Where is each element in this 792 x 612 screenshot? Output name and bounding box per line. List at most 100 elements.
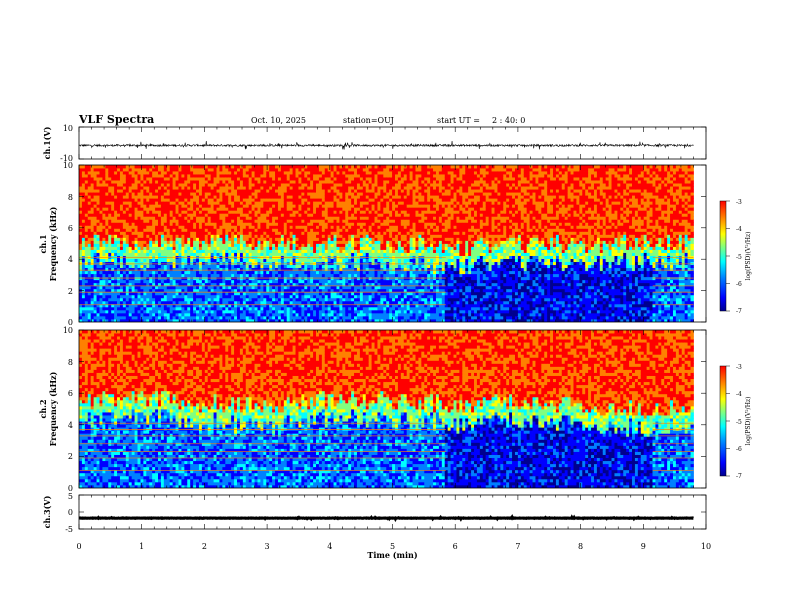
ch1-spectrogram-cell — [152, 165, 156, 169]
ch1-spectrogram-cell — [333, 285, 337, 290]
ch1-spectrogram-cell — [198, 192, 203, 196]
ch1-spectrogram-cell — [204, 258, 209, 263]
ch1-spectrogram-cell — [193, 264, 197, 269]
ch1-spectrogram-cell — [84, 288, 89, 293]
ch1-spectrogram-cell — [321, 201, 326, 205]
ch1-spectrogram-cell — [187, 234, 191, 238]
ch1-spectrogram-cell — [105, 303, 109, 308]
ch1-spectrogram-cell — [339, 168, 343, 172]
ch1-spectrogram-cell — [266, 171, 270, 175]
ch1-spectrogram-cell — [187, 192, 191, 196]
ch1-spectrogram-cell — [131, 252, 135, 256]
ch1-spectrogram-cell — [93, 282, 97, 287]
ch1-spectrogram-cell — [231, 303, 235, 308]
ch1-spectrogram-cell — [137, 249, 141, 253]
ch1-spectrogram-cell — [257, 207, 261, 211]
ch1-spectrogram-cell — [339, 306, 343, 311]
ch1-spectrogram-cell — [178, 171, 182, 175]
ch1-spectrogram-cell — [283, 198, 288, 202]
ch1-spectrogram-cell — [216, 282, 220, 287]
ch1-spectrogram-cell — [239, 204, 244, 208]
ch1-spectrogram-cell — [321, 279, 326, 284]
ch1-spectrogram-cell — [237, 261, 241, 266]
ch1-spectrogram-cell — [111, 189, 115, 193]
ch1-spectrogram-cell — [222, 258, 226, 263]
ch1-spectrogram-cell — [122, 258, 127, 263]
ch1-spectrogram-cell — [128, 306, 133, 311]
ch1-spectrogram-cell — [348, 168, 352, 172]
ch1-waveform-ylabel: ch.1(V) — [42, 126, 52, 159]
ch1-spectrogram-cell — [351, 228, 355, 232]
ch1-spectrogram-cell — [137, 207, 141, 211]
ch1-spectrogram-cell — [345, 213, 349, 217]
ch1-spectrogram-cell — [134, 180, 138, 184]
ch1-spectrogram-cell — [190, 198, 194, 202]
ch1-spectrogram-cell — [292, 198, 296, 202]
ch1-spectrogram-cell — [196, 303, 200, 308]
ch1-spectrogram-cell — [201, 285, 206, 290]
ch1-spectrogram-cell — [237, 243, 241, 247]
ch1-spectrogram-cell — [119, 315, 124, 320]
ch1-spectrogram-cell — [125, 228, 130, 232]
ch1-spectrogram-cell — [146, 165, 150, 169]
ch1-spectrogram-cell — [342, 216, 346, 220]
ch1-spectrogram-cell — [204, 309, 209, 314]
ch1-spectrogram-cell — [342, 174, 346, 178]
ch1-spectrogram-cell — [122, 303, 127, 308]
ch1-spectrogram-cell — [187, 171, 191, 175]
ch1-spectrogram-cell — [316, 309, 320, 314]
ch1-spectrogram-cell — [242, 216, 247, 220]
ch1-spectrogram-cell — [111, 195, 115, 199]
ch1-spectrogram-cell — [117, 246, 121, 250]
ch1-spectrogram-cell — [316, 258, 320, 263]
ch1-spectrogram-cell — [172, 297, 176, 302]
ch1-spectrogram-cell — [137, 246, 141, 250]
ch1-spectrogram-cell — [286, 204, 291, 208]
ch1-spectrogram-cell — [254, 285, 258, 290]
ch1-spectrogram-cell — [137, 270, 141, 275]
ch1-spectrogram-cell — [163, 252, 168, 256]
ch1-spectrogram-cell — [242, 303, 247, 308]
ch1-spectrogram-cell — [289, 183, 293, 187]
ch1-spectrogram-cell — [128, 174, 133, 178]
ch1-spectrogram-cell — [84, 192, 89, 196]
ch1-spectrogram-cell — [301, 174, 305, 178]
ch1-spectrogram-cell — [79, 300, 83, 305]
ch1-spectrogram-cell — [187, 297, 191, 302]
ch1-spectrogram-cell — [90, 306, 95, 311]
ch1-spectrogram-cell — [251, 168, 255, 172]
ch1-spectrogram-cell — [87, 195, 92, 199]
ch1-spectrogram-cell — [99, 240, 103, 244]
ch1-spectrogram-cell — [99, 243, 103, 247]
ch1-spectrogram-cell — [207, 237, 212, 241]
ch1-spectrogram-cell — [152, 297, 156, 302]
ch1-spectrogram-cell — [298, 285, 302, 290]
ch1-spectrogram-cell — [187, 294, 191, 299]
ch1-spectrogram-cell — [201, 294, 206, 299]
ch1-spectrogram-cell — [210, 171, 214, 175]
ch1-spectrogram-cell — [310, 177, 314, 181]
ch1-spectrogram-cell — [207, 258, 212, 263]
ch1-spectrogram-cell — [324, 279, 329, 284]
ch1-spectrogram-cell — [228, 294, 232, 299]
ch1-spectrogram-cell — [269, 288, 273, 293]
ch1-spectrogram-cell — [313, 309, 317, 314]
ch1-spectrogram-cell — [313, 177, 317, 181]
ch1-spectrogram-cell — [254, 306, 258, 311]
ch1-spectrogram-cell — [321, 204, 326, 208]
ch1-spectrogram-cell — [105, 225, 109, 229]
ch1-spectrogram-cell — [251, 213, 255, 217]
ch1-spectrogram-cell — [79, 312, 83, 317]
ch1-spectrogram-cell — [163, 303, 168, 308]
ch1-spectrogram-cell — [242, 189, 247, 193]
ch1-spectrogram-cell — [239, 207, 244, 211]
ch1-spectrogram-cell — [119, 168, 124, 172]
ch1-spectrogram-cell — [216, 189, 220, 193]
ch1-spectrogram-cell — [219, 252, 223, 256]
ch1-spectrogram-cell — [321, 315, 326, 320]
ch1-spectrogram-cell — [234, 270, 238, 275]
ch1-spectrogram-cell — [327, 264, 332, 269]
ch1-spectrogram-cell — [228, 174, 232, 178]
ch1-spectrogram-cell — [181, 297, 185, 302]
ch1-spectrogram-cell — [318, 270, 323, 275]
